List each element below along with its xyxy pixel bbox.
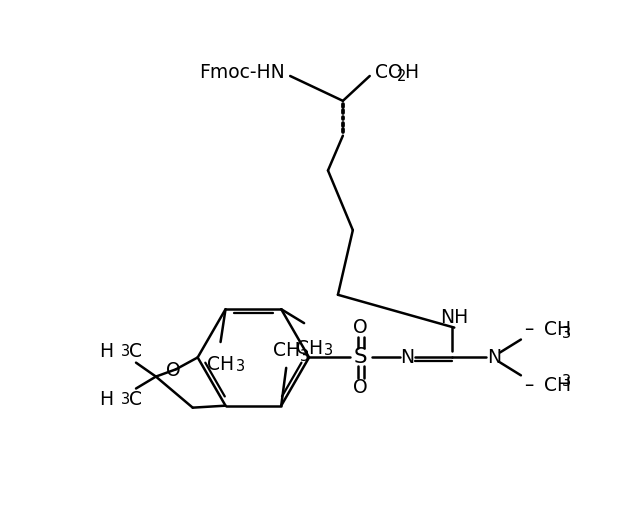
Text: 3: 3 — [121, 344, 131, 359]
Text: CH: CH — [544, 320, 571, 339]
Text: H: H — [404, 64, 419, 82]
Text: O: O — [354, 378, 368, 397]
Text: 3: 3 — [324, 343, 333, 358]
Text: CO: CO — [375, 64, 403, 82]
Text: S: S — [354, 348, 368, 367]
Text: C: C — [129, 390, 142, 409]
Text: 3: 3 — [121, 392, 131, 407]
Text: –: – — [525, 376, 534, 395]
Text: H: H — [99, 342, 113, 361]
Text: 3: 3 — [562, 326, 571, 341]
Text: O: O — [354, 318, 368, 337]
Text: C: C — [129, 342, 142, 361]
Text: 3: 3 — [235, 359, 244, 374]
Text: N: N — [401, 348, 415, 367]
Text: Fmoc-HN: Fmoc-HN — [199, 64, 285, 82]
Text: 3: 3 — [562, 374, 571, 389]
Text: O: O — [167, 361, 181, 380]
Text: 3: 3 — [300, 349, 309, 364]
Text: H: H — [99, 390, 113, 409]
Text: CH: CH — [207, 355, 234, 374]
Text: 2: 2 — [397, 69, 406, 84]
Text: NH: NH — [440, 308, 468, 327]
Text: CH: CH — [296, 339, 323, 358]
Text: N: N — [487, 348, 501, 367]
Text: –: – — [525, 320, 534, 339]
Text: CH: CH — [273, 341, 300, 360]
Text: CH: CH — [544, 376, 571, 395]
